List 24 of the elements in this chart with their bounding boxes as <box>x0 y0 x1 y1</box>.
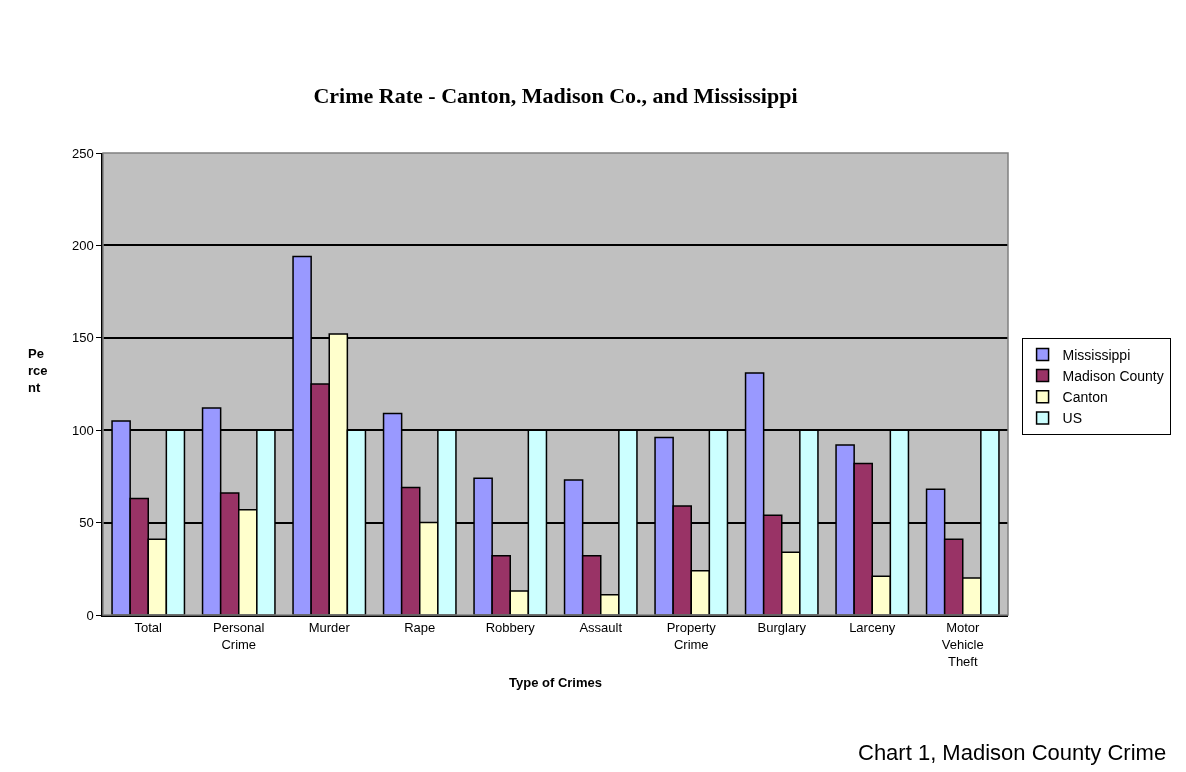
x-tick-label: Motor Vehicle Theft <box>941 620 984 670</box>
legend-label: Mississippi <box>1062 346 1131 363</box>
x-tick-label: Murder <box>308 620 351 636</box>
x-tick-label: Rape <box>404 620 436 636</box>
caption: Chart 1, Madison County Crime <box>858 740 1167 765</box>
legend-label: US <box>1062 410 1083 427</box>
chart-title: Crime Rate - Canton, Madison Co., and Mississippi <box>313 82 798 108</box>
y-tick-label: 100 <box>71 422 94 438</box>
legend-label: Canton <box>1062 389 1108 406</box>
y-axis-title: Pe rce nt <box>28 346 48 395</box>
x-tick-label: Total <box>134 620 163 636</box>
y-tick-label: 250 <box>71 145 94 161</box>
x-tick-label: Personal Crime <box>213 620 265 653</box>
x-tick-label: Larceny <box>849 620 896 636</box>
y-tick-label: 50 <box>79 515 94 531</box>
x-tick-label: Property Crime <box>666 620 717 653</box>
x-tick-label: Assault <box>579 620 623 636</box>
x-tick-label: Robbery <box>485 620 536 636</box>
y-tick-label: 150 <box>71 330 94 346</box>
legend-label: Madison County <box>1062 368 1164 385</box>
x-tick-label: Burglary <box>757 620 807 636</box>
y-tick-label: 200 <box>71 237 94 253</box>
x-axis-title: Type of Crimes <box>509 675 602 691</box>
y-tick-label: 0 <box>86 607 94 623</box>
